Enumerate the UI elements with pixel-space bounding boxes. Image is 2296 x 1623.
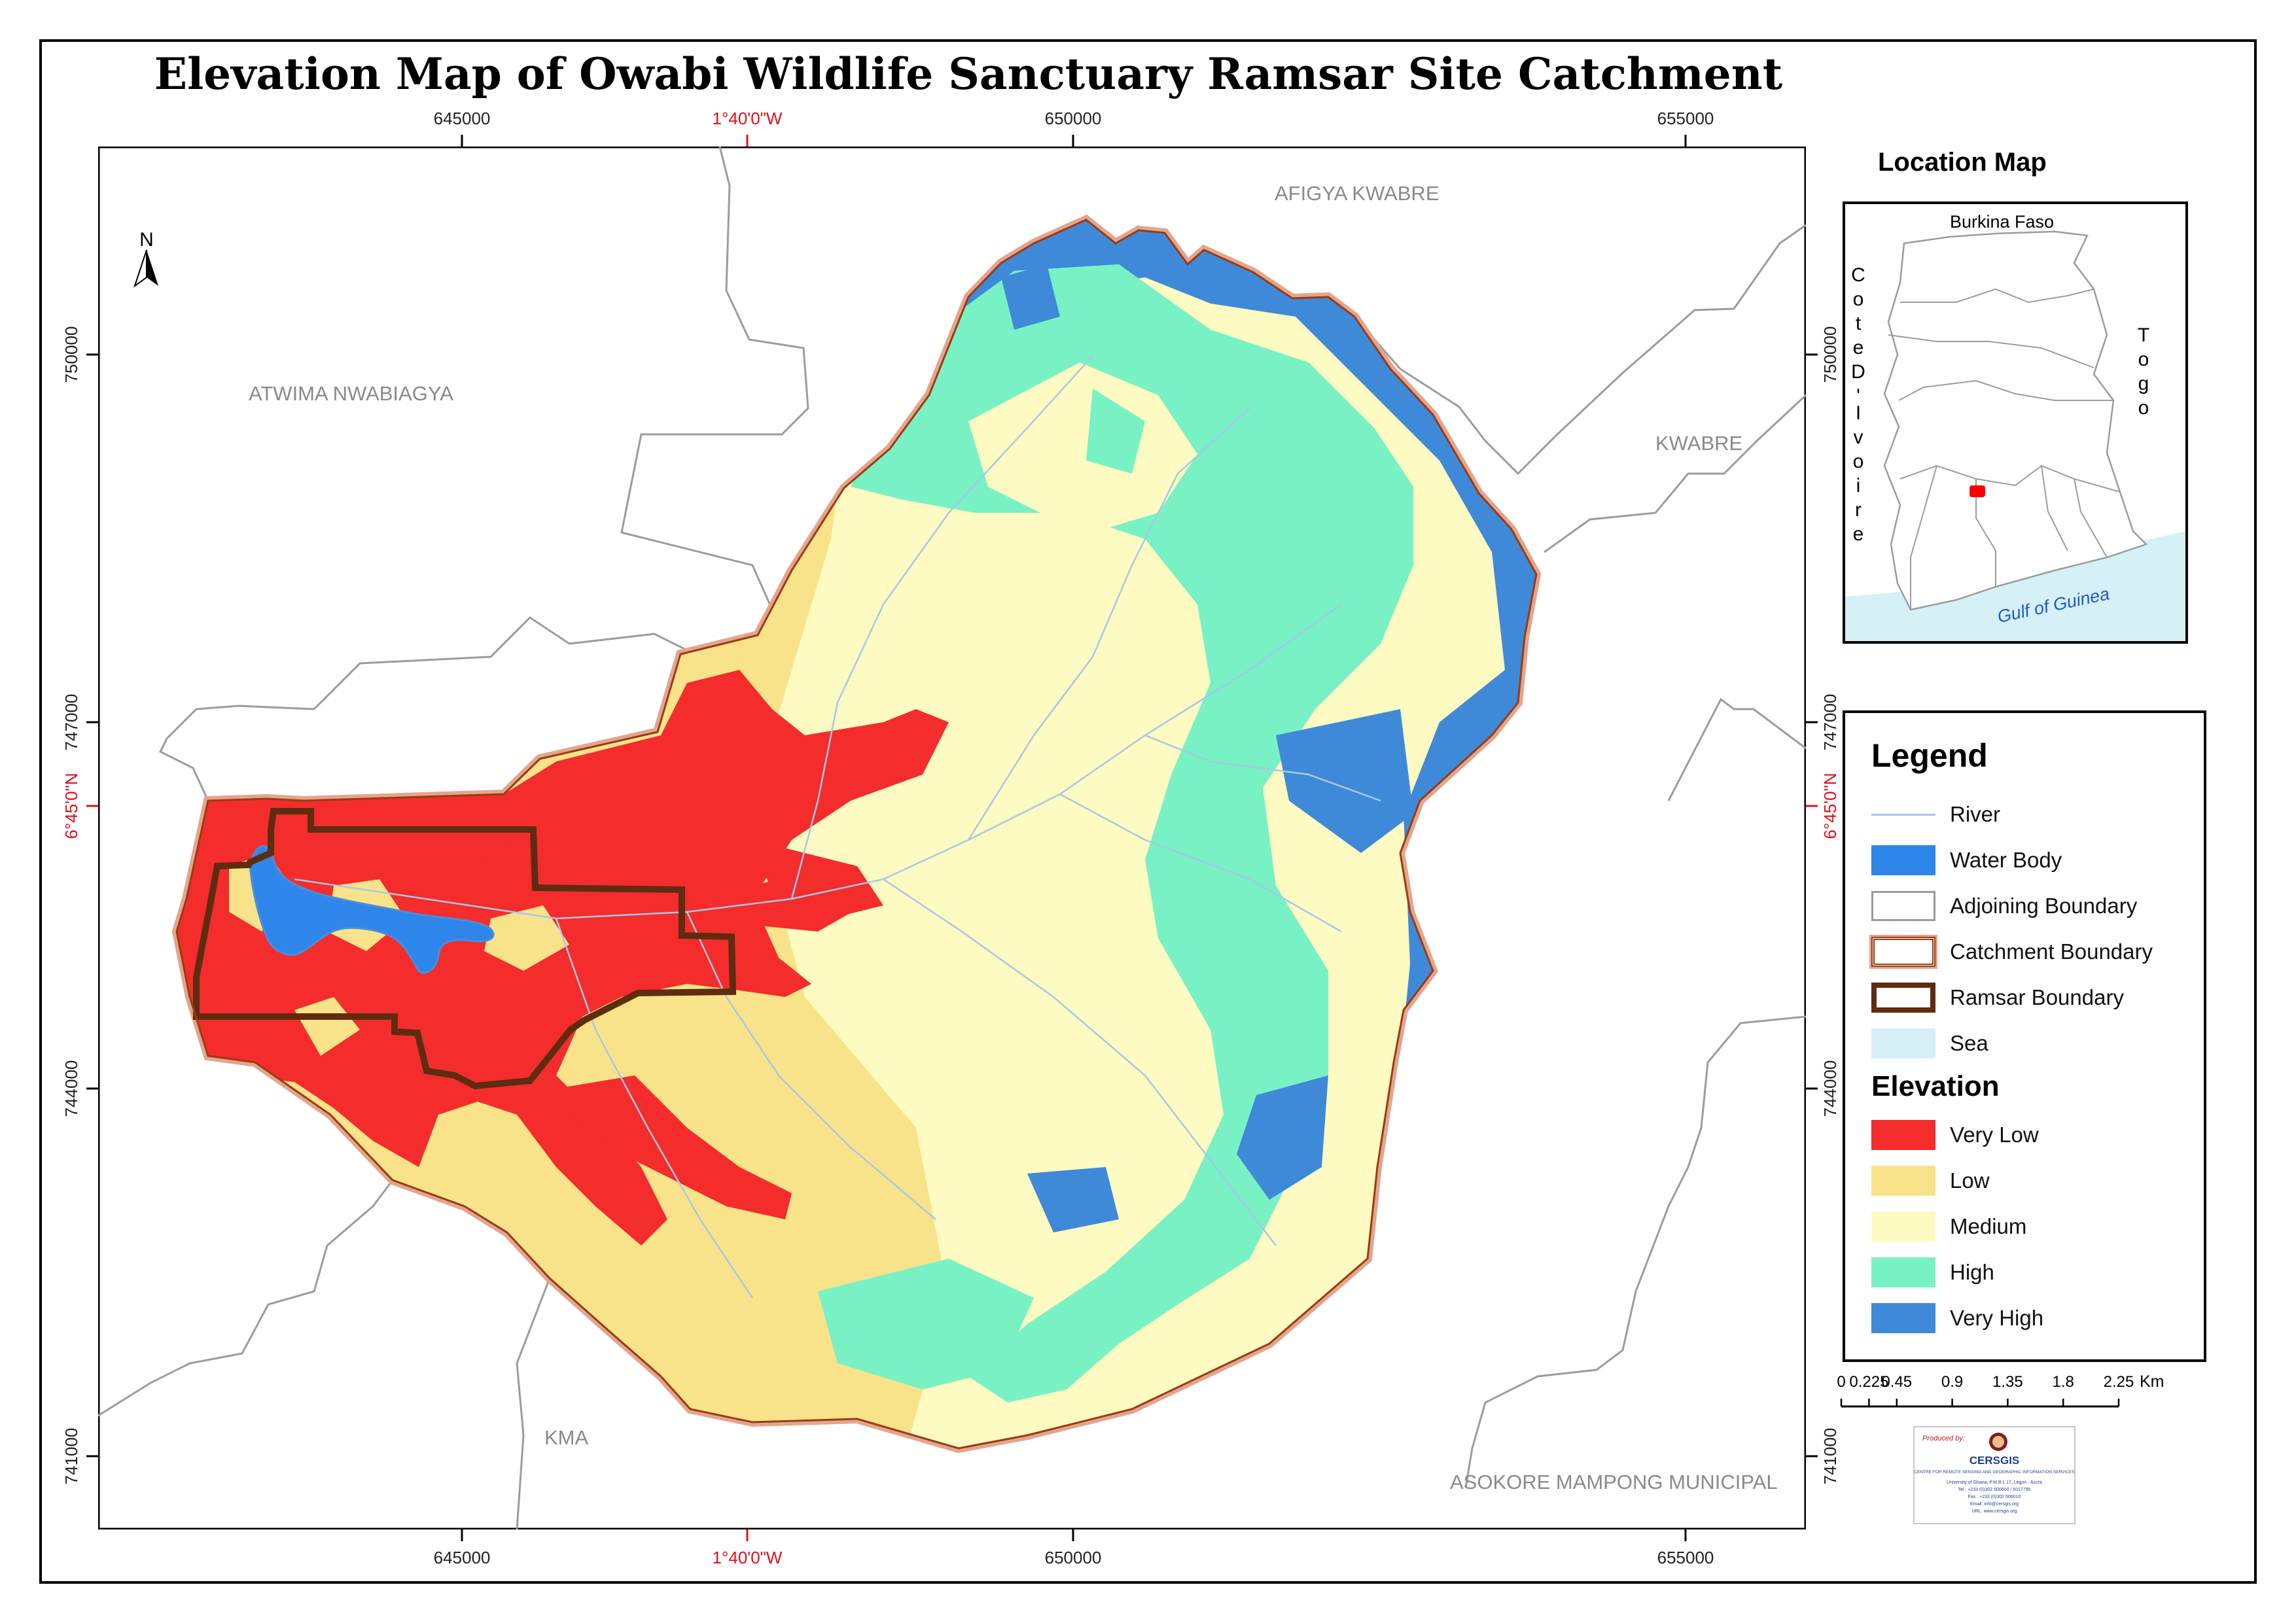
cersgis-logo-svg: Produced by: CERSGIS CENTRE FOR REMOTE S… [1914,1433,2075,1514]
legend-label: High [1950,1260,1994,1284]
low-swatch [1871,1166,1935,1196]
river-swatch [1871,799,1935,829]
region-boundaries [1888,288,2121,610]
sea-swatch [1871,1028,1935,1058]
high-swatch [1871,1257,1935,1287]
site-location-marker [1969,485,1985,497]
y-label-right-3: 744000 [1820,1060,1840,1117]
logo-fax: Fax : +233 (0)302 506010 [1968,1495,2021,1499]
admin-label-s: KMA [544,1426,589,1449]
legend-label: Medium [1950,1214,2027,1238]
scale-label: 0.45 [1881,1373,1912,1391]
reservoir-water-body [249,845,495,974]
legend-item-river: River [1871,797,2000,832]
logo-tel: Tel : +233 (0)302 500600 / 5017795 [1958,1488,2030,1492]
scale-unit: Km [2140,1372,2164,1391]
legend-item-ramsar-boundary: Ramsar Boundary [1871,980,2124,1015]
scale-label: 1.35 [1992,1373,2023,1391]
parallel-label-left: 6°45'0"N [62,773,81,839]
meridian-label-bottom: 1°40'0"W [713,1548,783,1567]
legend-item-adjoining-boundary: Adjoining Boundary [1871,888,2137,924]
legend-item-catchment-boundary: Catchment Boundary [1869,934,2153,969]
logo-produced-by: Produced by: [1922,1435,1965,1442]
x-label-top-1: 645000 [434,109,491,128]
logo-full-name: CENTRE FOR REMOTE SENSING AND GEOGRAPHIC… [1915,1470,2074,1475]
scale-label: 1.8 [2053,1373,2074,1391]
y-label-right-2: 747000 [1820,694,1840,751]
logo-name: CERSGIS [1969,1454,2020,1467]
scale-label: 0 [1837,1373,1845,1391]
y-label-left-4: 741000 [62,1428,81,1485]
map-frame [39,39,2257,1584]
legend-label: Water Body [1950,848,2062,872]
x-label-top-2: 650000 [1045,109,1102,128]
location-north-label: Burkina Faso [1950,212,2054,232]
elevation-title: Elevation [1871,1070,2000,1102]
ramsar-boundary [193,808,737,1090]
north-label: N [139,229,154,251]
legend-item-high: High [1871,1255,1994,1290]
cersgis-logo: Produced by: CERSGIS CENTRE FOR REMOTE S… [1913,1426,2075,1524]
logo-email: Email: info@cersgis.org [1970,1502,2019,1507]
ghana-outline [1883,230,2148,611]
admin-label-n: AFIGYA KWABRE [1275,182,1439,205]
scale-label: 0.9 [1941,1373,1963,1391]
legend-label: Ramsar Boundary [1950,985,2124,1009]
main-map-svg: ATWIMA NWABIAGYA AFIGYA KWABRE KWABRE KM… [96,145,1808,1531]
very-low-swatch [1871,1120,1935,1150]
legend-item-sea: Sea [1871,1026,1988,1061]
legend-label: Catchment Boundary [1950,939,2153,964]
legend-item-low: Low [1871,1163,1990,1198]
scale-label: 0.225 [1849,1373,1888,1391]
main-map: ATWIMA NWABIAGYA AFIGYA KWABRE KWABRE KM… [96,145,1808,1531]
legend-title: Legend [1871,737,1988,774]
legend-item-very-low: Very Low [1871,1117,2039,1153]
logo-address: University of Ghana, P.M.B L 17, Legon -… [1947,1480,2042,1485]
x-label-bottom-3: 655000 [1657,1548,1714,1567]
legend-panel: Legend River Water Body Adjoining Bounda… [1843,710,2206,1362]
y-label-left-2: 747000 [62,694,81,751]
water-body-swatch [1871,845,1935,875]
adjoining-boundaries [97,146,1807,1530]
location-map-title: Location Map [1878,148,2047,177]
legend-item-medium: Medium [1871,1209,2026,1244]
legend-item-water-body: Water Body [1871,843,2062,878]
legend-item-very-high: Very High [1871,1300,2043,1336]
y-label-right-1: 750000 [1820,326,1840,383]
legend-label: Very High [1950,1306,2044,1330]
x-label-bottom-1: 645000 [434,1548,491,1567]
admin-label-nw: ATWIMA NWABIAGYA [249,382,453,405]
x-label-bottom-2: 650000 [1045,1548,1102,1567]
meridian-label-top: 1°40'0"W [713,109,783,128]
admin-label-ne: KWABRE [1655,432,1742,455]
logo-url: URL: www.cersgis.org [1972,1509,2017,1514]
north-arrow-icon: N [133,229,158,288]
map-title: Elevation Map of Owabi Wildlife Sanctuar… [154,48,1783,99]
x-label-top-3: 655000 [1657,109,1714,128]
globe-inner [1992,1436,2004,1448]
catchment-boundary-swatch [1869,935,1937,969]
legend-label: River [1950,802,2001,826]
legend-label: Sea [1950,1031,1988,1055]
legend-label: Very Low [1950,1123,2039,1147]
y-label-left-3: 744000 [62,1060,81,1117]
ramsar-boundary-swatch [1871,983,1935,1013]
admin-label-se: ASOKORE MAMPONG MUNICIPAL [1450,1471,1778,1493]
scale-label: 2.25 [2104,1373,2134,1391]
y-label-left-1: 750000 [62,326,81,383]
legend-label: Adjoining Boundary [1950,894,2138,918]
adjoining-boundary-swatch [1871,891,1935,921]
medium-swatch [1871,1212,1935,1242]
legend-label: Low [1950,1168,1990,1193]
y-label-right-4: 741000 [1820,1428,1840,1485]
very-high-swatch [1871,1303,1935,1333]
parallel-label-right: 6°45'0"N [1820,773,1840,839]
